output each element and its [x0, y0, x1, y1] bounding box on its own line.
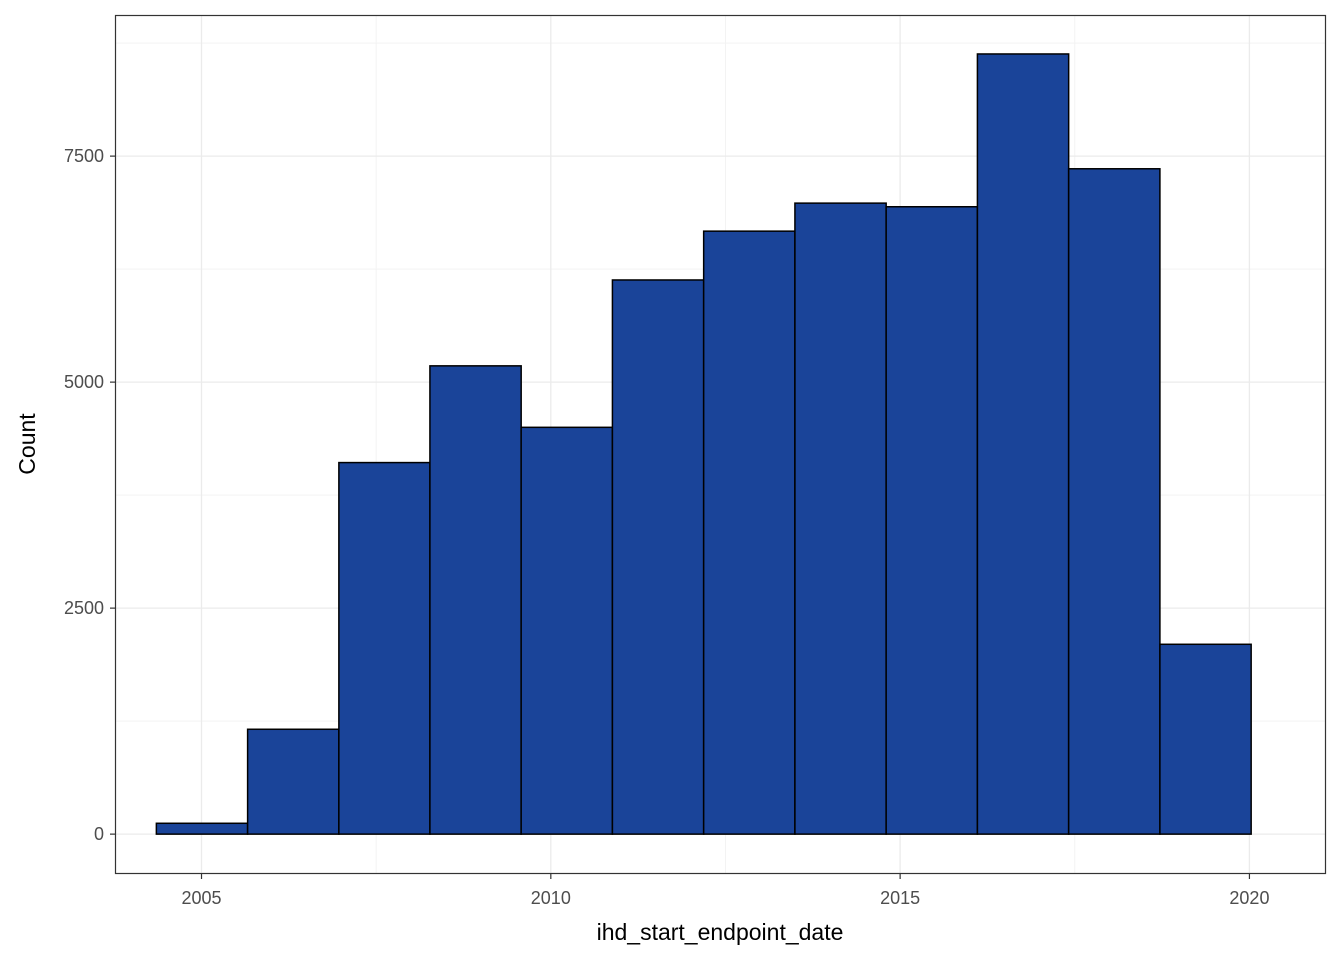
histogram-bar [338, 461, 431, 835]
histogram-bar [794, 202, 887, 835]
histogram-bar [1067, 168, 1161, 835]
histogram-bar [885, 205, 979, 835]
histogram-bar [1159, 643, 1252, 835]
histogram-bar [429, 365, 522, 835]
y-tick-label: 0 [94, 824, 104, 844]
histogram-bar [246, 728, 340, 835]
x-tick-label: 2010 [531, 888, 571, 908]
x-tick-label: 2020 [1229, 888, 1269, 908]
x-tick-label: 2005 [181, 888, 221, 908]
x-axis-title: ihd_start_endpoint_date [597, 919, 844, 945]
histogram-bar [702, 230, 796, 835]
histogram-bars [155, 53, 1252, 835]
axis-ticks [110, 155, 1251, 879]
y-tick-label: 5000 [64, 372, 104, 392]
y-axis-title: Count [14, 413, 40, 475]
y-tick-label: 7500 [64, 146, 104, 166]
histogram-bar [976, 53, 1070, 835]
histogram-bar [155, 822, 249, 835]
x-tick-label: 2015 [880, 888, 920, 908]
y-tick-label: 2500 [64, 598, 104, 618]
plot-panel-border [114, 14, 1327, 875]
histogram-bar [611, 279, 705, 835]
tick-labels: 0 2500 5000 7500 2005 2010 2015 2020 [64, 146, 1270, 908]
histogram-bar [520, 426, 614, 835]
